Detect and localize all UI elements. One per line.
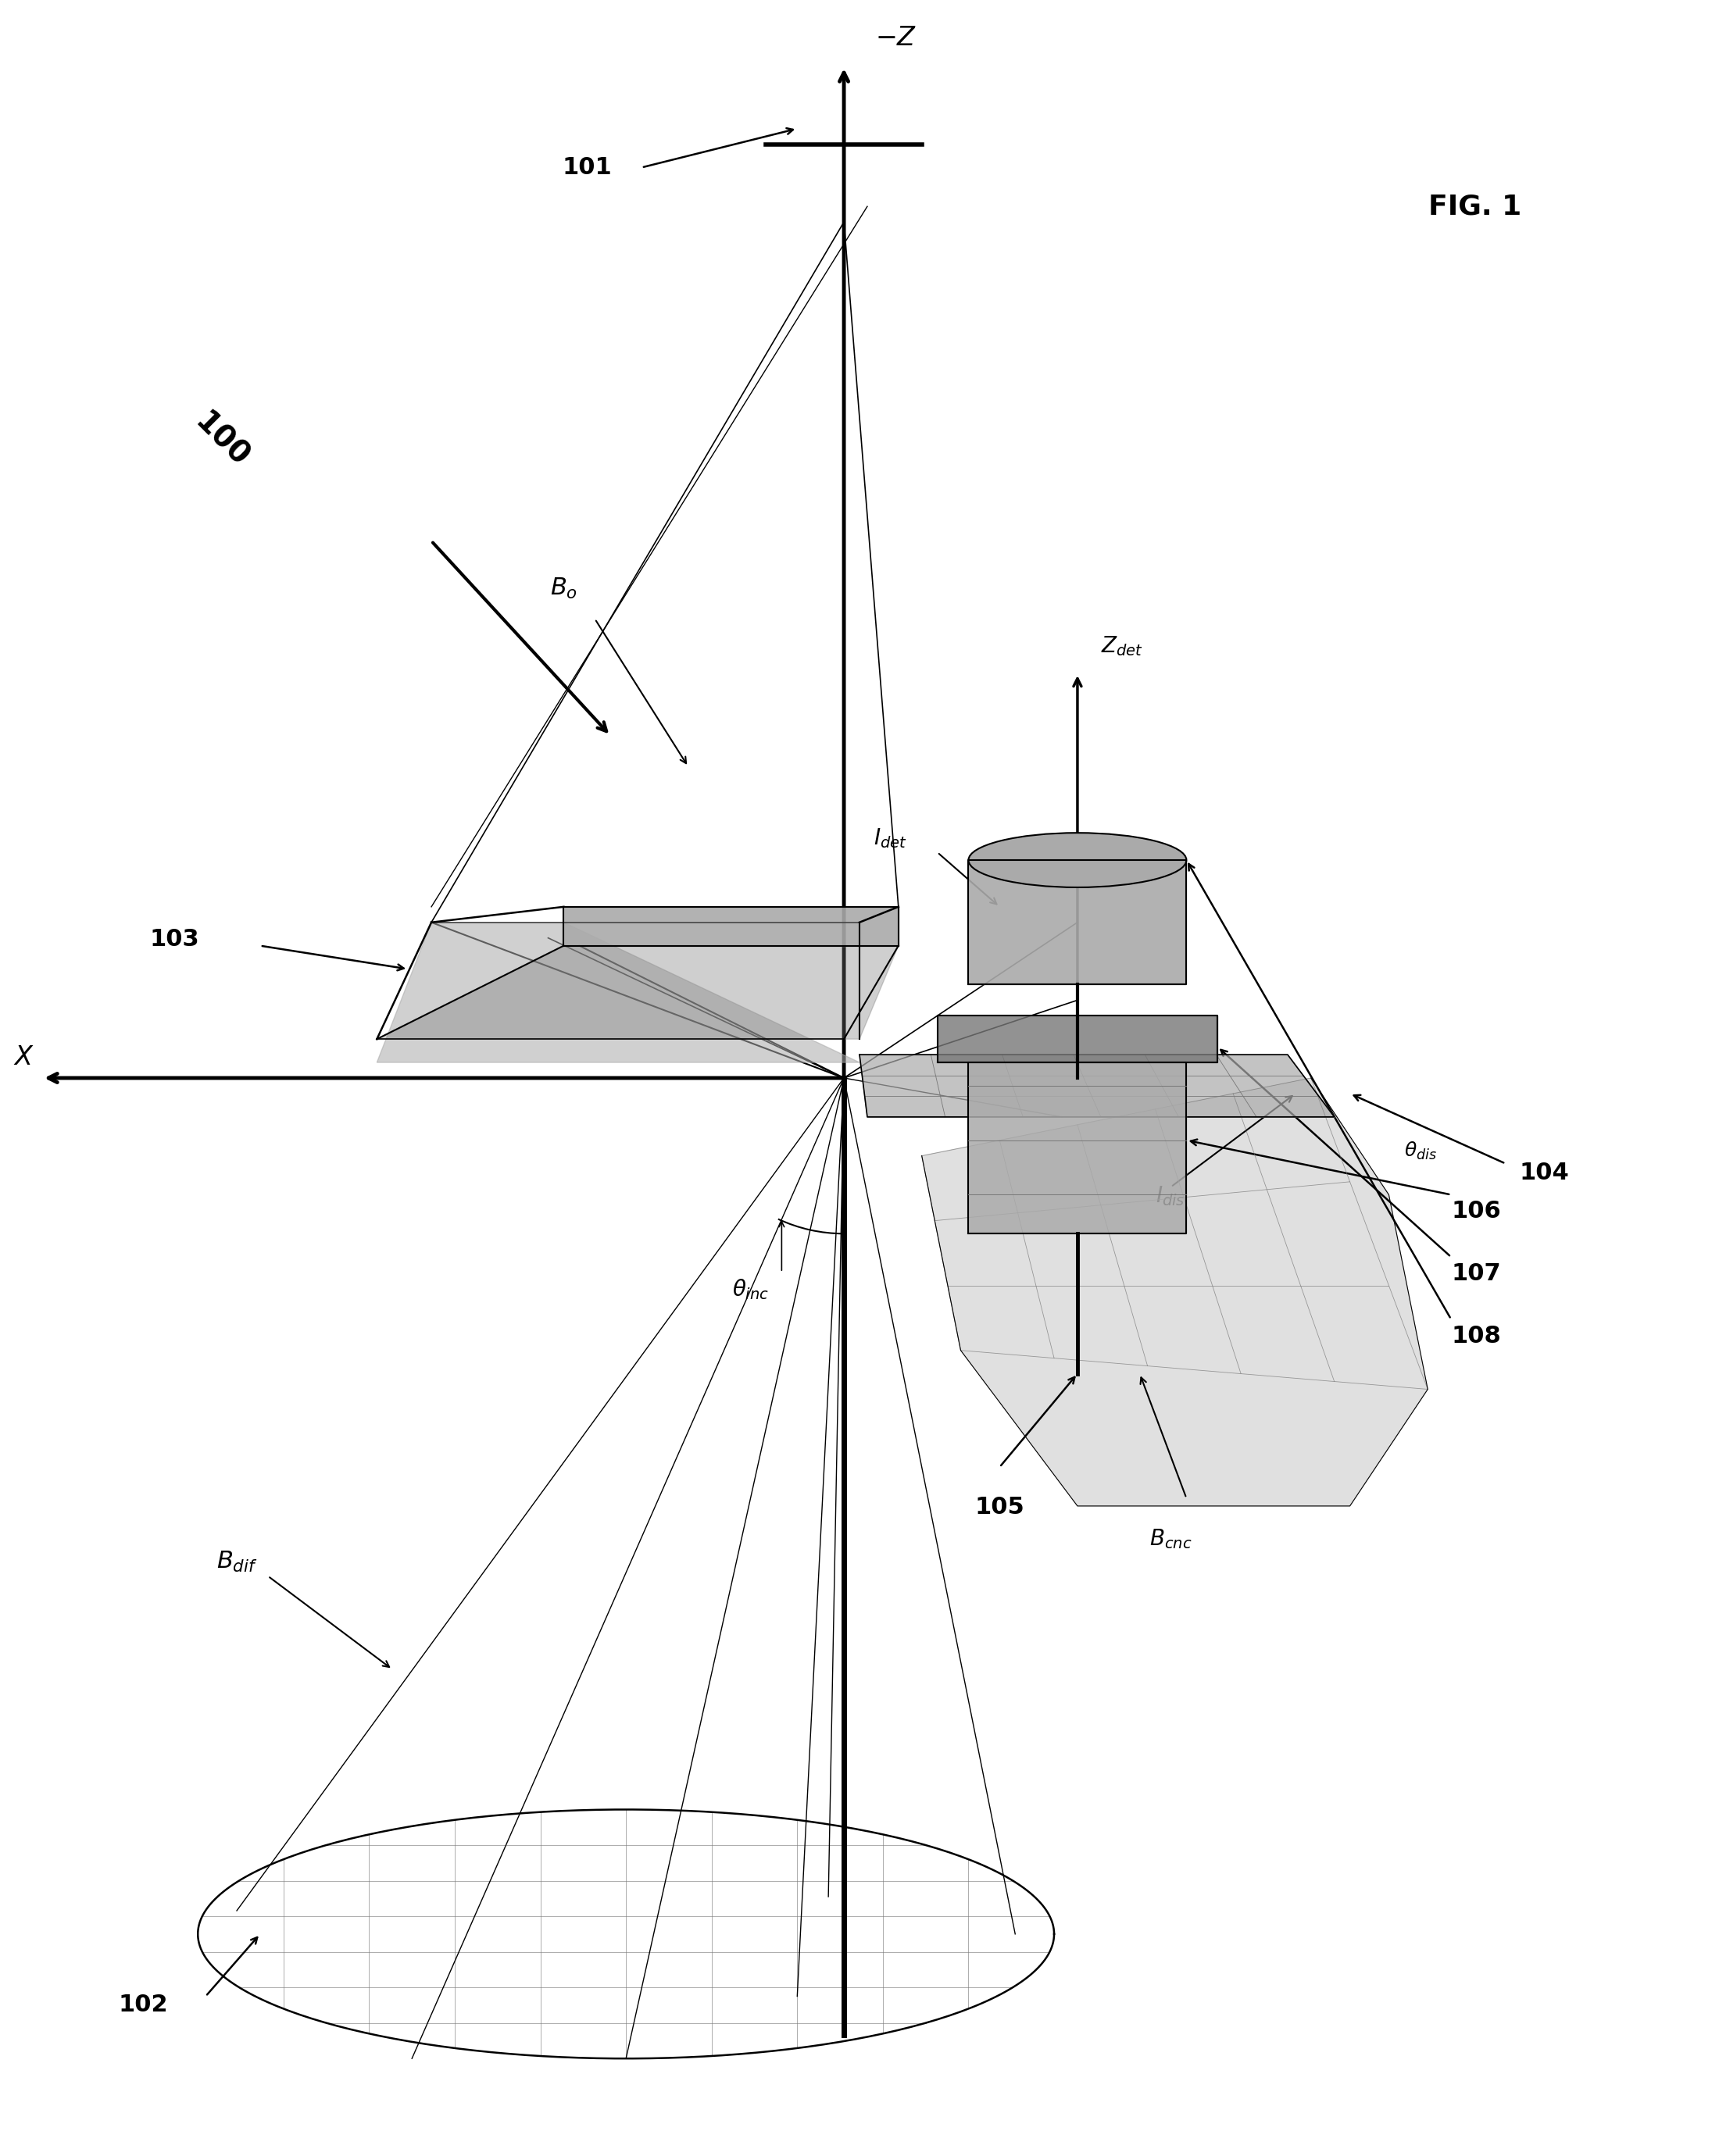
Polygon shape [860,1054,1334,1117]
Text: $\theta_{inc}$: $\theta_{inc}$ [732,1276,768,1302]
Polygon shape [376,923,860,1063]
Text: 100: 100 [189,407,254,472]
Text: $\theta_{dis}$: $\theta_{dis}$ [1404,1141,1437,1162]
Text: $X$: $X$ [14,1044,34,1069]
Text: FIG. 1: FIG. 1 [1428,194,1521,220]
Polygon shape [921,1078,1428,1507]
Text: $I_{dis}$: $I_{dis}$ [1155,1184,1184,1207]
Polygon shape [968,860,1186,985]
Text: 108: 108 [1451,1324,1501,1348]
Text: 102: 102 [119,1994,168,2016]
Polygon shape [937,1015,1217,1063]
Text: $B_{dif}$: $B_{dif}$ [217,1550,258,1574]
Text: $Z_{det}$: $Z_{det}$ [1100,634,1143,658]
Text: $B_o$: $B_o$ [550,578,578,602]
Ellipse shape [968,832,1186,888]
Polygon shape [376,946,899,1039]
Text: 101: 101 [562,155,612,179]
Text: $I_{det}$: $I_{det}$ [873,826,908,849]
Polygon shape [564,908,899,946]
Text: $B_{cnc}$: $B_{cnc}$ [1150,1526,1193,1550]
Polygon shape [968,1063,1186,1233]
Text: $-Z$: $-Z$ [875,26,916,52]
Text: 107: 107 [1451,1263,1501,1285]
Text: 106: 106 [1451,1201,1501,1222]
Text: 104: 104 [1520,1162,1569,1184]
Text: 105: 105 [975,1496,1025,1518]
Text: 103: 103 [150,927,199,951]
